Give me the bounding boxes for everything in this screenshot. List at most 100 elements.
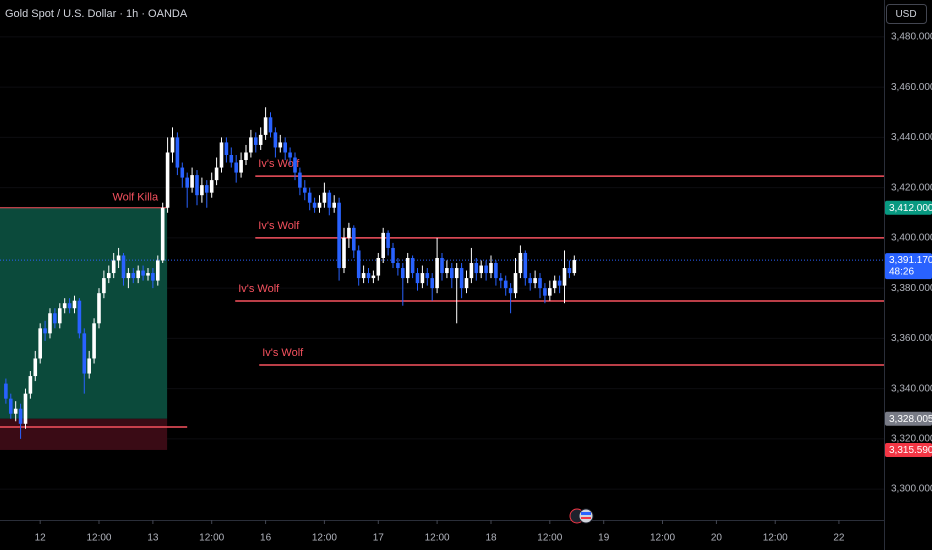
flag-stripe <box>581 517 591 519</box>
last-price-tag <box>885 253 932 280</box>
candle-body <box>450 268 454 279</box>
candle-body <box>214 167 219 181</box>
candle-body <box>347 227 351 238</box>
candle-body <box>322 192 327 203</box>
candle-body <box>33 358 38 377</box>
x-tick-label: 18 <box>485 533 497 544</box>
candle-body <box>513 273 518 294</box>
candle-body <box>494 263 498 279</box>
candle-body <box>288 152 292 158</box>
price-tag-label: 3,412.000 <box>889 203 932 214</box>
candle-body <box>155 260 160 281</box>
zone-upper <box>0 207 168 419</box>
candle-body <box>190 175 194 188</box>
candle-body <box>239 160 243 173</box>
candle-body <box>253 137 258 145</box>
candle-body <box>425 273 430 279</box>
candle-body <box>317 202 322 208</box>
candle-body <box>293 157 297 173</box>
level-label: Iv's Wolf <box>238 283 280 295</box>
candle-body <box>523 252 528 279</box>
y-tick-label: 3,400.000 <box>891 233 932 244</box>
candle-body <box>459 268 464 289</box>
candle-body <box>229 154 234 163</box>
price-tag <box>885 200 932 215</box>
level-label: Iv's Wolf <box>262 347 304 359</box>
y-tick-label: 3,380.000 <box>891 283 932 294</box>
candle-body <box>518 252 523 274</box>
candle-body <box>87 358 91 374</box>
y-tick-label: 3,340.000 <box>891 383 932 394</box>
candle-body <box>464 278 469 289</box>
candle-body <box>170 137 175 153</box>
countdown: 48:26 <box>889 267 914 278</box>
candle-body <box>121 255 126 279</box>
event-icons[interactable] <box>569 508 594 524</box>
y-tick-label: 3,360.000 <box>891 333 932 344</box>
candle-body <box>503 280 508 289</box>
candle-body <box>72 300 77 309</box>
candle-body <box>106 273 111 279</box>
candle-body <box>337 202 341 269</box>
candle-body <box>200 185 204 196</box>
candle-body <box>67 303 72 309</box>
candle-body <box>268 117 273 133</box>
x-tick-label: 19 <box>598 533 610 544</box>
candle-body <box>538 278 542 289</box>
candle-body <box>302 187 307 193</box>
candle-body <box>204 185 209 193</box>
candle-body <box>263 117 268 135</box>
x-tick-label: 12:00 <box>86 533 111 544</box>
candle-body <box>400 268 405 279</box>
candle-body <box>8 398 13 414</box>
flag-stripe <box>581 512 591 515</box>
zone-lower <box>0 418 168 450</box>
candle-body <box>557 280 562 286</box>
candle-body <box>38 328 42 359</box>
x-tick-label: 12:00 <box>650 533 675 544</box>
candle-body <box>249 137 253 153</box>
candle-body <box>48 313 52 334</box>
candle-body <box>548 288 552 296</box>
candle-body <box>528 278 533 284</box>
price-tag-label: 3,328.005 <box>889 414 932 425</box>
candle-body <box>136 270 140 279</box>
candle-body <box>572 260 577 274</box>
candle-body <box>327 192 332 208</box>
x-tick-label: 20 <box>711 533 723 544</box>
price-tag-label: 3,315.590 <box>889 445 932 456</box>
x-tick-label: 12:00 <box>537 533 562 544</box>
candle-body <box>141 270 145 276</box>
currency[interactable]: USD <box>895 9 916 20</box>
candle-body <box>430 278 434 289</box>
candle-body <box>298 172 302 188</box>
candle-body <box>371 275 376 279</box>
candle-body <box>420 273 425 284</box>
candle-body <box>307 192 312 203</box>
candle-body <box>43 328 47 334</box>
currency-box[interactable] <box>886 4 927 24</box>
event-icon[interactable] <box>578 508 594 524</box>
price-tag <box>885 411 932 426</box>
candle-body <box>219 142 224 168</box>
candle-body <box>258 134 263 145</box>
candle-body <box>410 257 415 274</box>
candle-body <box>175 137 180 168</box>
level-label: Iv's Wolf <box>258 220 300 232</box>
candle-body <box>445 268 449 274</box>
candle-body <box>97 293 101 324</box>
candle-body <box>391 247 395 264</box>
candle-body <box>508 288 513 294</box>
candle-body <box>376 257 381 276</box>
candle-body <box>351 227 356 251</box>
candle-body <box>126 273 131 279</box>
candle-body <box>18 408 23 424</box>
candle-body <box>469 263 474 279</box>
candle-body <box>131 273 136 279</box>
x-tick-label: 12:00 <box>312 533 337 544</box>
candle-body <box>4 383 8 399</box>
candle-body <box>234 162 238 173</box>
